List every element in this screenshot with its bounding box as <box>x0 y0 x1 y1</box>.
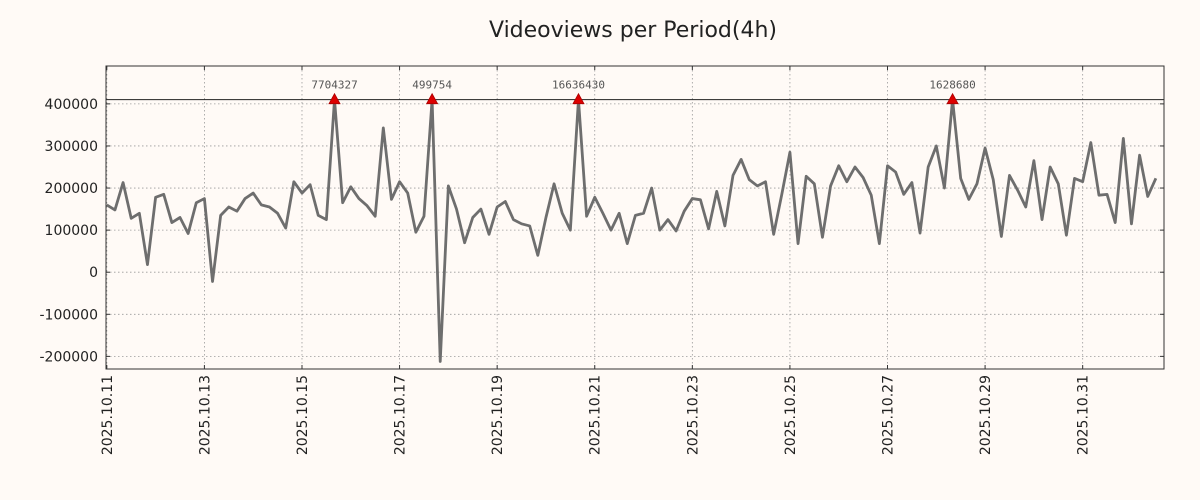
x-tick-label: 2025.10.15 <box>295 375 311 455</box>
peak-marker <box>572 92 585 105</box>
series-line-videoviews <box>106 98 1158 363</box>
y-tick-label: -200000 <box>40 349 99 365</box>
x-tick-label: 2025.10.19 <box>490 375 506 455</box>
y-tick-label: 0 <box>89 265 98 281</box>
x-tick-label: 2025.10.13 <box>197 375 213 455</box>
plot-frame <box>105 65 1165 370</box>
y-tick-label: 100000 <box>45 223 98 239</box>
x-tick-label: 2025.10.11 <box>100 375 116 455</box>
x-tick-label: 2025.10.23 <box>685 375 701 455</box>
x-tick-label: 2025.10.27 <box>881 375 897 455</box>
peak-marker <box>946 92 959 105</box>
y-tick-label: 200000 <box>45 181 98 197</box>
chart-title: Videoviews per Period(4h) <box>489 18 777 43</box>
y-tick-label: 300000 <box>45 139 98 155</box>
peak-marker <box>425 92 439 105</box>
y-tick-label: -100000 <box>40 307 99 323</box>
tick-layer: 4000003000002000001000000-100000-2000002… <box>40 66 1164 455</box>
marker-layer: 7704327 499754 16636430 1628680 <box>311 79 976 105</box>
peak-label: 16636430 <box>552 79 605 92</box>
x-tick-label: 2025.10.17 <box>393 375 409 455</box>
x-tick-label: 2025.10.25 <box>783 375 799 455</box>
peak-marker <box>328 92 341 105</box>
x-tick-label: 2025.10.29 <box>978 375 994 455</box>
x-tick-label: 2025.10.31 <box>1076 375 1092 455</box>
peak-label: 499754 <box>412 79 452 92</box>
y-tick-label: 400000 <box>45 97 98 113</box>
grid-layer <box>106 66 1164 369</box>
peak-label: 1628680 <box>929 79 975 92</box>
peak-label: 7704327 <box>311 79 357 92</box>
series-layer <box>106 98 1158 363</box>
x-tick-label: 2025.10.21 <box>588 375 604 455</box>
